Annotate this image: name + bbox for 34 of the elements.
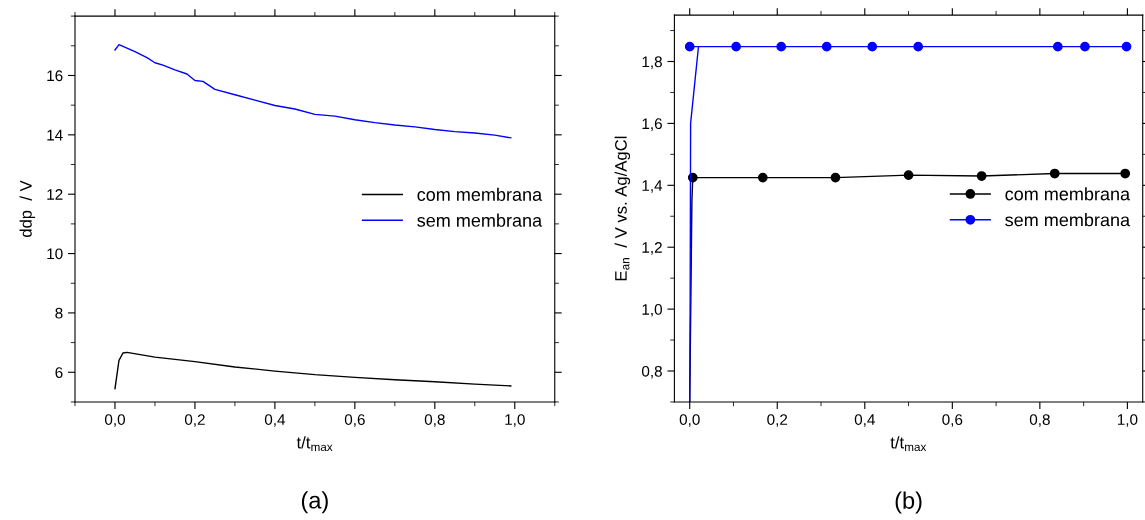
x-tick-label: 0,8 <box>424 414 445 427</box>
legend-label: com membrana <box>417 187 543 201</box>
x-axis-title: t/t$_{max}$ <box>890 436 927 452</box>
y-tick-label: 14 <box>47 129 63 141</box>
y-tick-label: 16 <box>47 70 63 82</box>
legend-label: sem membrana <box>417 213 543 227</box>
y-axis-title: ddp / V <box>19 180 36 238</box>
x-tick-label: 0,2 <box>767 414 788 427</box>
x-tick-label: 0,4 <box>264 414 286 427</box>
y-tick-label: 1,6 <box>642 118 662 131</box>
legend-label: com membrana <box>1005 187 1131 201</box>
y-tick-label: 1,0 <box>642 303 662 317</box>
y-tick-label: 10 <box>47 248 63 260</box>
text: (a) <box>301 491 328 514</box>
y-axis-title: E$_{an}$ / V vs. Ag/AgCl <box>614 136 631 281</box>
x-tick-label: 0,4 <box>854 414 875 427</box>
x-tick-label: 0,8 <box>1029 414 1050 427</box>
y-tick-label: 6 <box>55 367 63 378</box>
x-tick-label: 1,0 <box>1117 414 1138 427</box>
x-axis-title: t/t$_{max}$ <box>296 436 333 452</box>
y-tick-label: 8 <box>55 307 63 319</box>
x-tick-label: 0,6 <box>942 414 963 427</box>
y-tick-label: 0,8 <box>641 365 662 379</box>
y-tick-label: 12 <box>47 189 63 200</box>
text: (b) <box>895 491 922 514</box>
y-tick-label: 1,8 <box>642 56 662 69</box>
x-tick-label: 1,0 <box>505 414 525 427</box>
y-tick-label: 1,4 <box>642 180 663 193</box>
legend-label: sem membrana <box>1005 213 1131 227</box>
x-tick-label: 0,2 <box>184 414 205 427</box>
x-tick-label: 0,0 <box>679 414 700 427</box>
x-tick-label: 0,6 <box>344 414 365 427</box>
x-tick-label: 0,0 <box>104 414 125 427</box>
y-tick-label: 1,2 <box>642 242 662 255</box>
